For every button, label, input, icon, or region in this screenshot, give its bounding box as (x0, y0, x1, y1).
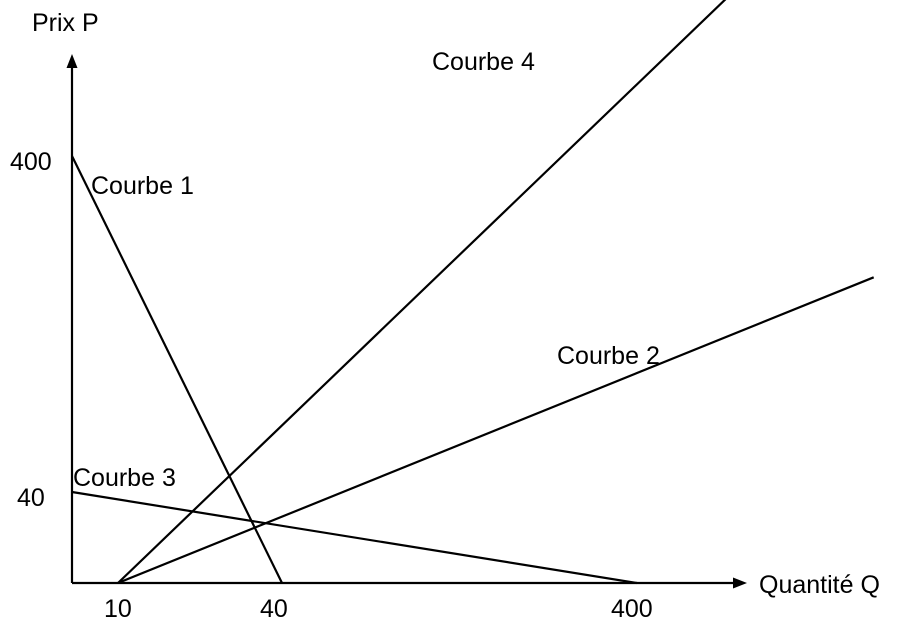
x-tick-label-40: 40 (260, 595, 288, 619)
x-axis-arrow (733, 577, 747, 589)
series-label-courbe-1: Courbe 1 (91, 172, 194, 200)
axes (66, 54, 747, 589)
x-axis-label: Quantité Q (759, 571, 880, 599)
series-layer (71, 0, 875, 585)
curve-line-4 (117, 0, 727, 584)
y-axis-label: Prix P (32, 9, 99, 37)
series-label-courbe-3: Courbe 3 (73, 464, 176, 492)
labels: Prix P Quantité Q 400 40 10 40 400 Courb… (10, 9, 880, 619)
x-tick-label-10: 10 (104, 595, 132, 619)
y-tick-label-40: 40 (17, 484, 45, 512)
x-tick-label-400: 400 (611, 595, 653, 619)
y-axis-arrow (66, 54, 78, 68)
series-label-courbe-4: Courbe 4 (432, 48, 535, 76)
y-tick-label-400: 400 (10, 148, 52, 176)
curve-line-1 (71, 155, 283, 584)
series-label-courbe-2: Courbe 2 (557, 342, 660, 370)
curve-line-3 (71, 490, 638, 585)
curve-line-2 (117, 276, 875, 585)
